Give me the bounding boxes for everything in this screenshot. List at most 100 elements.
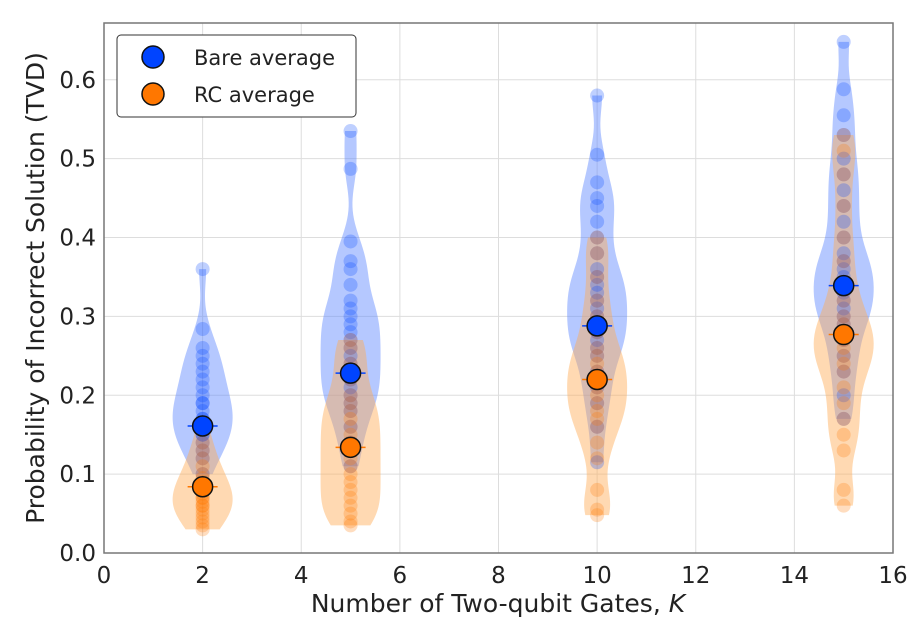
sample-point-rc [343,467,358,482]
sample-point-rc [590,502,605,517]
sample-point-bare [836,151,851,166]
sample-point-rc [836,443,851,458]
x-tick-label: 6 [393,563,408,589]
sample-point-rc [836,356,851,371]
x-tick-label: 10 [582,563,611,589]
sample-point-bare [195,372,210,387]
sample-point-rc [343,333,358,348]
sample-point-rc [343,396,358,411]
sample-point-bare [195,356,210,371]
sample-point-bare [343,277,358,292]
legend-marker-rc [141,82,165,106]
sample-point-bare [343,459,358,474]
sample-point-bare [590,348,605,363]
sample-point-rc [195,498,210,513]
sample-point-bare [343,309,358,324]
sample-point-bare [836,108,851,123]
sample-point-bare [343,333,358,348]
x-tick-label: 0 [97,563,112,589]
sample-point-bare [590,455,605,470]
sample-point-bare [195,435,210,450]
sample-point-rc [195,510,210,525]
sample-point-rc [590,451,605,466]
sample-point-bare [590,293,605,308]
sample-point-bare [343,317,358,332]
mean-marker-bare-k5 [339,362,362,384]
sample-point-bare [343,340,358,355]
sample-point-rc [343,340,358,355]
sample-point-bare [836,348,851,363]
sample-point-rc [836,254,851,269]
mean-marker-bare-k2 [191,415,214,437]
sample-point-rc [343,411,358,426]
sample-point-bare [343,380,358,395]
sample-point-rc [195,443,210,458]
sample-point-rc [836,309,851,324]
sample-point-rc [836,427,851,442]
sample-point-bare [195,443,210,458]
sample-point-rc [590,269,605,284]
sample-point-bare [590,230,605,245]
x-tick-label: 4 [294,563,309,589]
sample-point-rc [590,293,605,308]
legend-marker-bare [141,45,165,69]
sample-point-rc [195,522,210,537]
violin-rc-k15 [813,134,874,506]
sample-point-rc [836,198,851,213]
sample-point-bare [343,254,358,269]
sample-point-rc [195,506,210,521]
sample-point-bare [836,364,851,379]
sample-point-bare [195,380,210,395]
sample-point-bare [836,254,851,269]
sample-point-rc [836,127,851,142]
sample-point-bare [195,322,210,337]
sample-point-rc [343,404,358,419]
sample-point-bare [343,301,358,316]
x-axis-label: Number of Two-qubit Gates, K [311,589,688,618]
sample-point-rc [195,514,210,529]
y-tick-label: 0.4 [59,226,96,252]
sample-point-bare [836,82,851,97]
sample-point-bare [343,348,358,363]
sample-point-bare [195,340,210,355]
sample-point-rc [343,490,358,505]
sample-point-rc [590,356,605,371]
sample-point-rc [590,419,605,434]
sample-point-rc [195,518,210,533]
mean-marker-bare-k15 [832,274,855,297]
sample-point-bare [590,214,605,229]
sample-point-bare [343,325,358,340]
sample-point-bare [343,293,358,308]
sample-point-rc [343,388,358,403]
sample-point-rc [590,348,605,363]
sample-point-bare [195,404,210,419]
sample-point-bare [590,269,605,284]
y-tick-label: 0.3 [59,304,96,330]
sample-point-bare [836,127,851,142]
sample-point-rc [195,502,210,517]
legend-label-rc: RC average [194,83,315,107]
y-tick-label: 0.5 [59,147,96,173]
violin-bare-k15 [813,41,874,419]
sample-point-bare [836,246,851,261]
sample-point-rc [836,293,851,308]
legend: Bare average RC average [116,34,357,118]
mean-marker-rc-k10 [586,368,608,391]
mean-marker-rc-k5 [339,436,362,459]
sample-point-bare [343,234,358,249]
sample-point-rc [590,508,605,523]
y-axis-label: Probability of Incorrect Solution (TVD) [21,52,50,524]
sample-point-rc [836,482,851,497]
sample-point-bare [836,301,851,316]
sample-point-bare [343,262,358,277]
sample-point-rc [590,482,605,497]
sample-point-bare [590,277,605,292]
sample-point-bare [343,388,358,403]
sample-point-bare [195,348,210,363]
sample-point-rc [590,246,605,261]
x-tick-labels: 0 2 4 6 8 10 12 14 16 [97,563,908,589]
violin-bare-k5 [320,131,381,467]
sample-point-bare [343,404,358,419]
sample-point-bare [590,340,605,355]
mean-marker-rc-k15 [832,323,855,346]
